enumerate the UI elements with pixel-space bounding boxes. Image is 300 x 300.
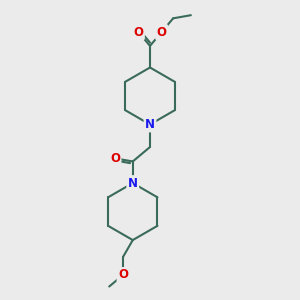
Text: O: O	[134, 26, 143, 39]
Text: O: O	[118, 268, 128, 281]
Text: N: N	[128, 177, 138, 190]
Text: N: N	[145, 118, 155, 131]
Text: O: O	[157, 26, 166, 39]
Text: O: O	[110, 152, 120, 165]
